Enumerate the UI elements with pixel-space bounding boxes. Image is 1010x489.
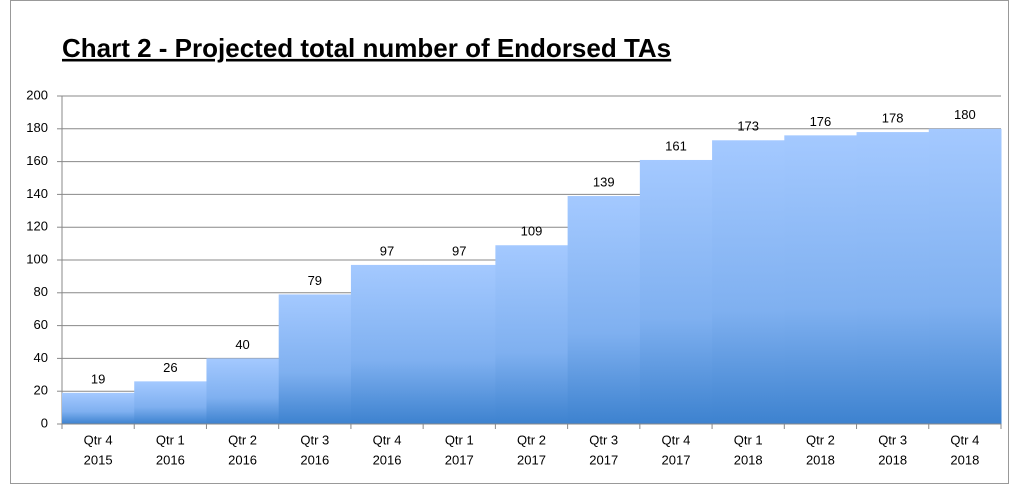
- value-label: 180: [954, 107, 976, 122]
- y-tick-label: 60: [34, 317, 48, 332]
- y-tick-label: 180: [26, 120, 48, 135]
- x-tick-label: 2018: [878, 452, 907, 467]
- x-tick-label: Qtr 1: [445, 432, 474, 447]
- value-label: 97: [452, 243, 466, 258]
- x-tick-label: Qtr 1: [734, 432, 763, 447]
- x-tick-label: 2016: [373, 452, 402, 467]
- bar: [350, 264, 424, 424]
- x-tick-label: Qtr 1: [156, 432, 185, 447]
- y-tick-label: 40: [34, 350, 48, 365]
- bar: [206, 358, 280, 424]
- bar: [278, 294, 352, 424]
- value-label: 173: [737, 119, 759, 134]
- value-label: 161: [665, 138, 687, 153]
- y-tick-label: 20: [34, 383, 48, 398]
- y-tick-label: 80: [34, 284, 48, 299]
- bar: [784, 135, 858, 425]
- bar: [495, 245, 569, 424]
- y-tick-label: 200: [26, 87, 48, 102]
- x-tick-label: 2015: [84, 452, 113, 467]
- x-tick-label: 2016: [228, 452, 257, 467]
- value-label: 109: [521, 224, 543, 239]
- x-tick-label: 2018: [950, 452, 979, 467]
- y-tick-label: 160: [26, 153, 48, 168]
- x-tick-label: 2016: [300, 452, 329, 467]
- x-tick-label: Qtr 3: [878, 432, 907, 447]
- x-tick-label: Qtr 4: [950, 432, 979, 447]
- value-label: 176: [810, 114, 832, 129]
- x-tick-label: Qtr 4: [373, 432, 402, 447]
- x-tick-label: 2017: [589, 452, 618, 467]
- value-label: 178: [882, 111, 904, 126]
- value-label: 97: [380, 243, 394, 258]
- chart-title: Chart 2 - Projected total number of Endo…: [62, 33, 671, 63]
- y-tick-label: 100: [26, 251, 48, 266]
- bar: [928, 128, 1002, 425]
- bar: [639, 159, 713, 424]
- value-label: 139: [593, 174, 615, 189]
- x-tick-label: 2017: [445, 452, 474, 467]
- x-tick-label: 2017: [517, 452, 546, 467]
- x-tick-label: 2018: [734, 452, 763, 467]
- x-tick-label: 2016: [156, 452, 185, 467]
- x-tick-label: Qtr 2: [228, 432, 257, 447]
- bar: [134, 381, 207, 424]
- x-tick-label: Qtr 2: [517, 432, 546, 447]
- x-tick-label: Qtr 3: [300, 432, 329, 447]
- value-label: 79: [308, 273, 322, 288]
- y-tick-label: 140: [26, 186, 48, 201]
- bar: [423, 264, 496, 424]
- value-label: 40: [235, 337, 249, 352]
- x-tick-label: Qtr 3: [589, 432, 618, 447]
- bar: [856, 132, 930, 424]
- x-tick-label: Qtr 4: [84, 432, 113, 447]
- y-tick-label: 120: [26, 219, 48, 234]
- bar: [567, 196, 641, 424]
- x-tick-label: Qtr 4: [662, 432, 691, 447]
- bar: [62, 392, 135, 424]
- bar: [712, 140, 785, 424]
- x-tick-label: 2018: [806, 452, 835, 467]
- y-tick-label: 0: [41, 415, 48, 430]
- value-label: 19: [91, 371, 105, 386]
- value-label: 26: [163, 360, 177, 375]
- x-tick-label: 2017: [662, 452, 691, 467]
- x-tick-label: Qtr 2: [806, 432, 835, 447]
